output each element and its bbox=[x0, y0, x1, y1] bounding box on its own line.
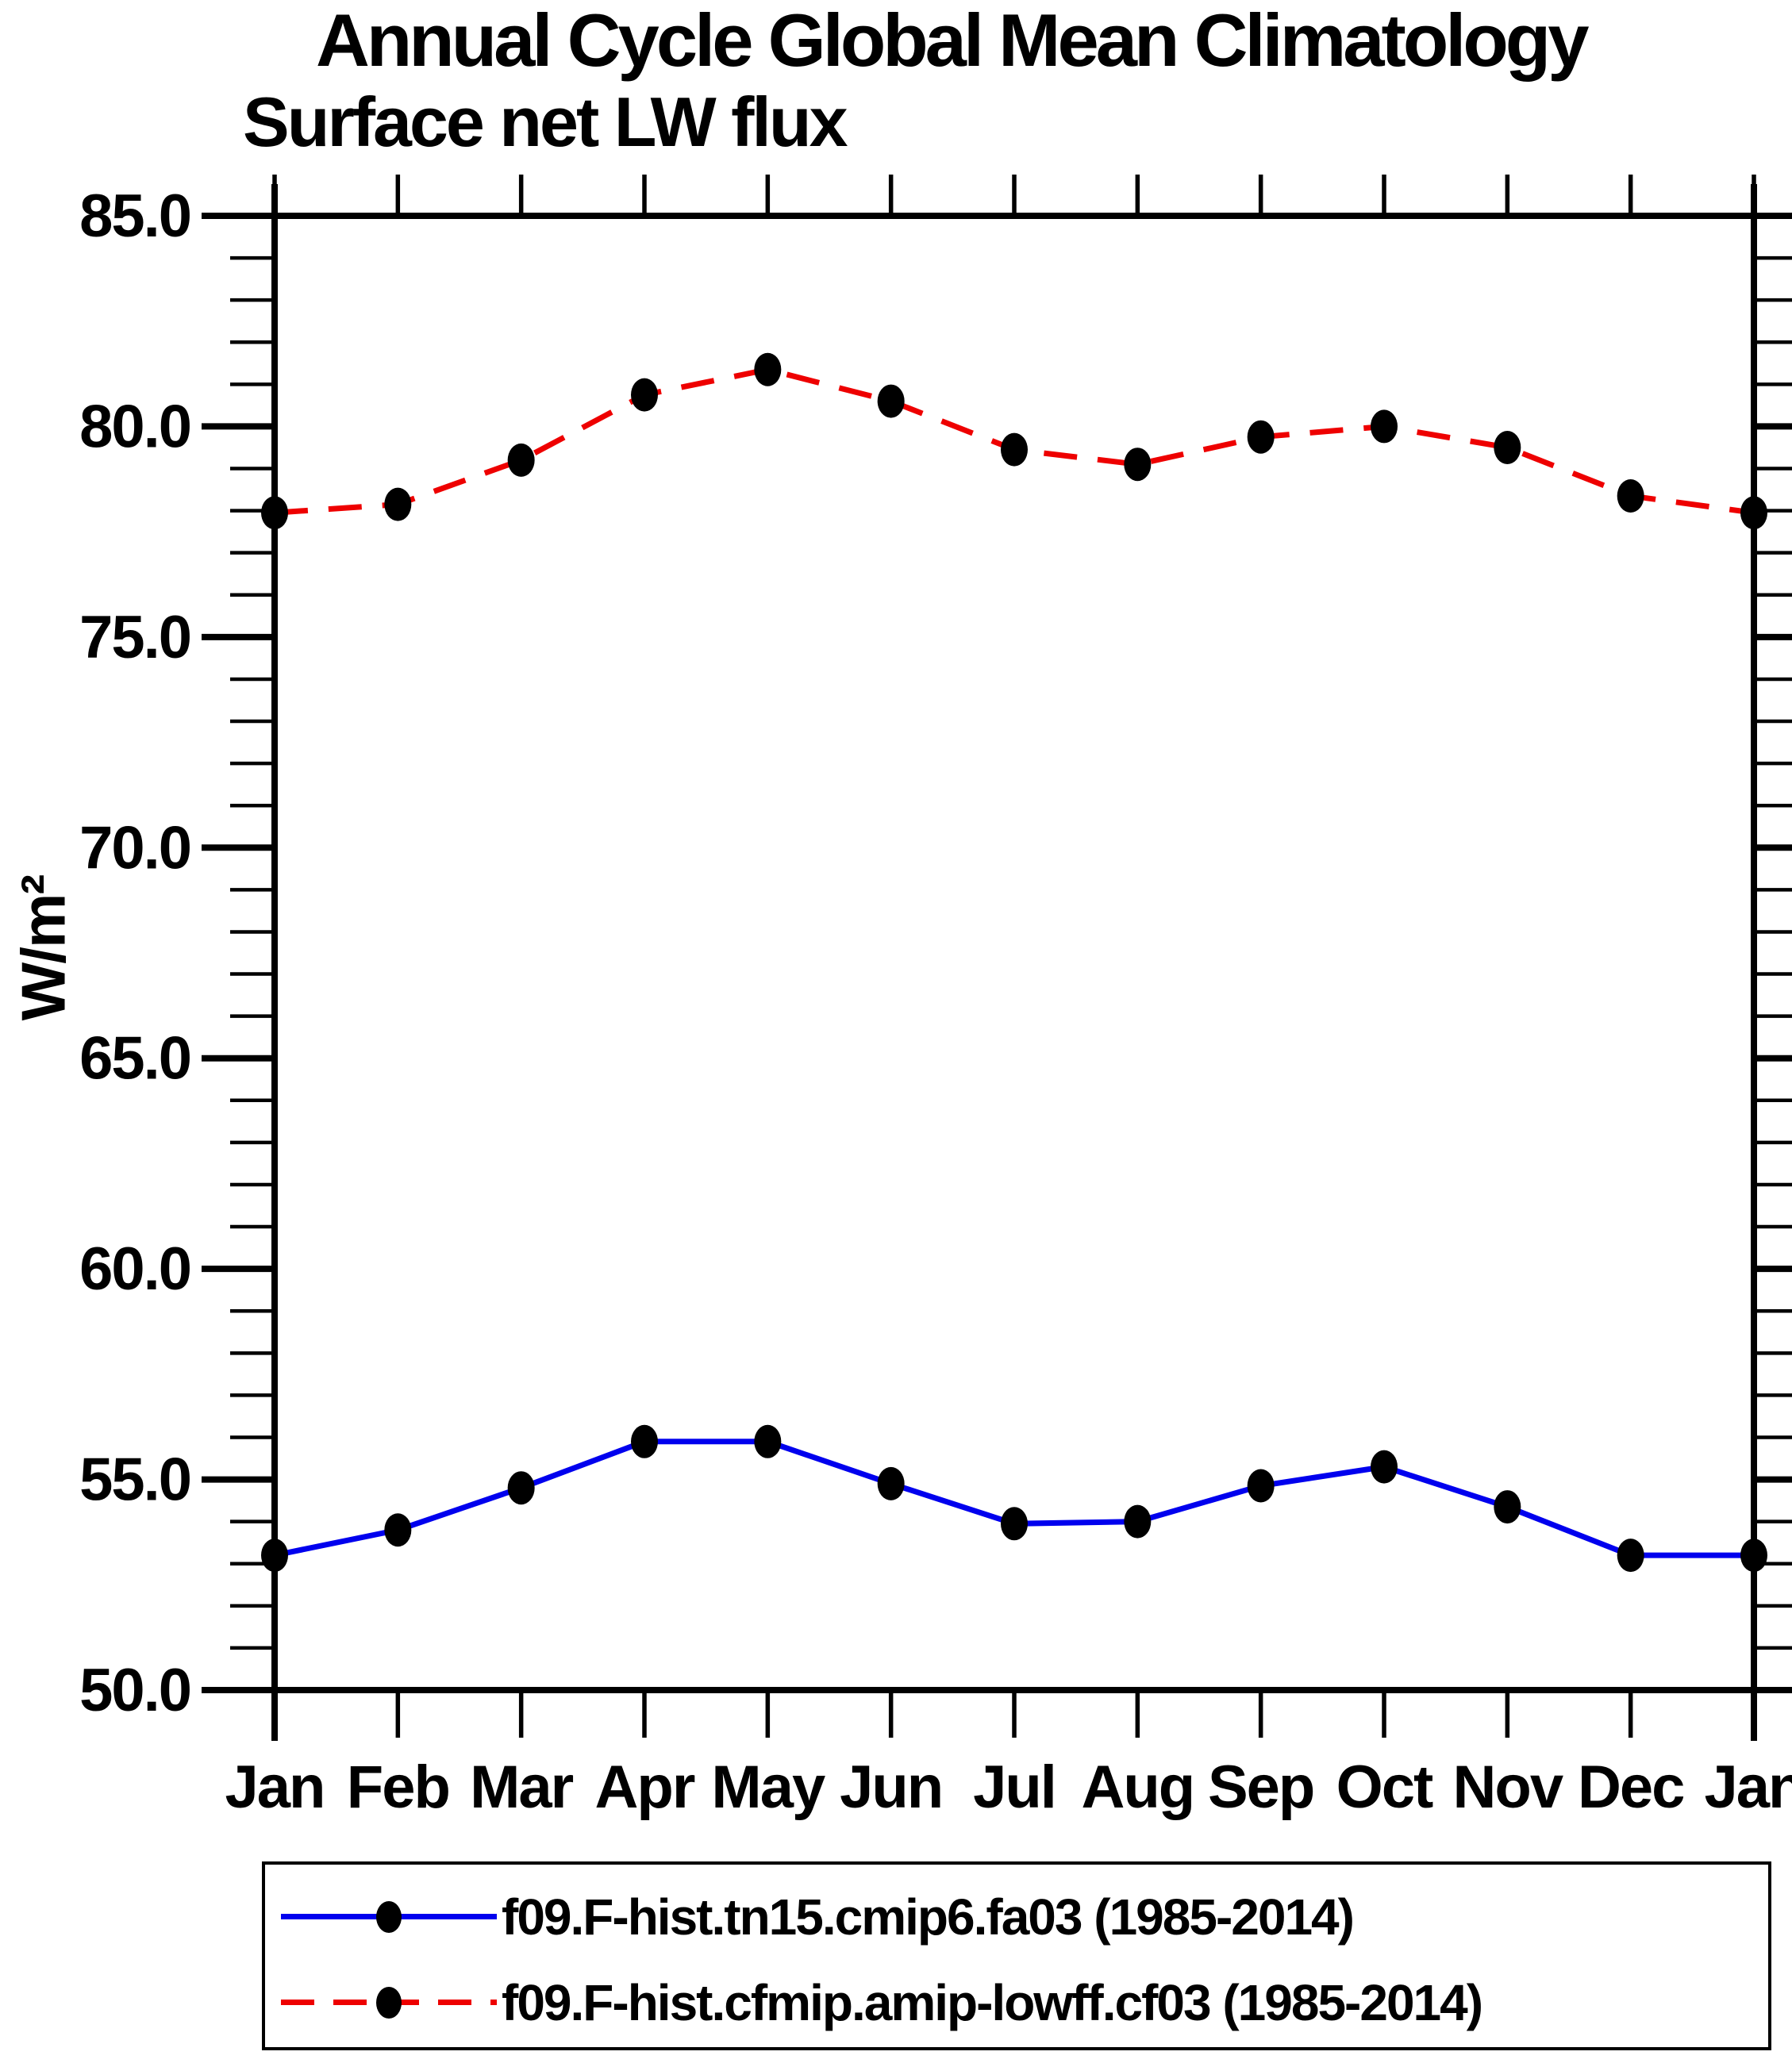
data-point-marker bbox=[384, 1513, 412, 1547]
data-point-marker bbox=[1371, 1450, 1398, 1484]
y-tick-label: 55.0 bbox=[79, 1446, 190, 1514]
y-tick-label: 75.0 bbox=[79, 604, 190, 671]
chart-title: Annual Cycle Global Mean Climatology bbox=[316, 0, 1590, 82]
x-tick-label: Mar bbox=[470, 1754, 574, 1821]
data-point-marker bbox=[507, 1471, 535, 1505]
data-point-marker bbox=[507, 443, 535, 477]
data-point-marker bbox=[1494, 430, 1521, 464]
x-tick-label: Oct bbox=[1336, 1754, 1433, 1821]
data-point-marker bbox=[261, 1539, 288, 1573]
data-point-marker bbox=[1124, 448, 1152, 482]
x-tick-label: May bbox=[711, 1754, 825, 1821]
y-tick-label: 50.0 bbox=[79, 1657, 190, 1724]
data-point-marker bbox=[1617, 479, 1644, 513]
data-point-marker bbox=[754, 1424, 782, 1458]
legend: f09.F-hist.tn15.cmip6.fa03 (1985-2014) f… bbox=[262, 1861, 1771, 2050]
y-tick-label: 60.0 bbox=[79, 1235, 190, 1303]
data-point-marker bbox=[877, 1466, 905, 1500]
legend-label-series1: f09.F-hist.tn15.cmip6.fa03 (1985-2014) bbox=[502, 1888, 1355, 1946]
x-tick-label: Apr bbox=[595, 1754, 695, 1821]
x-tick-label: Jan bbox=[225, 1754, 325, 1821]
data-point-marker bbox=[1617, 1539, 1644, 1573]
legend-marker-dot-icon bbox=[376, 1901, 402, 1933]
x-tick-label: Aug bbox=[1081, 1754, 1194, 1821]
data-point-marker bbox=[754, 352, 782, 386]
data-point-marker bbox=[631, 378, 658, 412]
data-point-marker bbox=[1247, 420, 1275, 454]
x-tick-label: Jul bbox=[973, 1754, 1056, 1821]
data-point-marker bbox=[631, 1424, 658, 1458]
x-tick-label: Nov bbox=[1453, 1754, 1563, 1821]
data-point-marker bbox=[1124, 1504, 1152, 1539]
data-point-marker bbox=[1494, 1490, 1521, 1524]
data-point-marker bbox=[1740, 496, 1767, 530]
x-tick-label: Jun bbox=[840, 1754, 942, 1821]
x-tick-label: Jan bbox=[1705, 1754, 1792, 1821]
x-tick-label: Dec bbox=[1578, 1754, 1684, 1821]
legend-marker-dot-icon bbox=[376, 1987, 402, 2019]
y-tick-label: 65.0 bbox=[79, 1025, 190, 1093]
data-point-marker bbox=[1740, 1539, 1767, 1573]
data-point-marker bbox=[1001, 432, 1028, 467]
y-tick-label: 85.0 bbox=[79, 182, 190, 250]
data-point-marker bbox=[1001, 1507, 1028, 1541]
x-tick-label: Feb bbox=[347, 1754, 449, 1821]
data-point-marker bbox=[1247, 1469, 1275, 1503]
chart-subtitle: Surface net LW flux bbox=[243, 83, 848, 161]
data-point-marker bbox=[877, 384, 905, 418]
legend-label-series2: f09.F-hist.cfmip.amip-lowff.cf03 (1985-2… bbox=[502, 1974, 1483, 2031]
y-tick-label: 70.0 bbox=[79, 814, 190, 882]
data-point-marker bbox=[261, 496, 288, 530]
data-point-marker bbox=[1371, 409, 1398, 444]
y-tick-label: 80.0 bbox=[79, 393, 190, 460]
data-point-marker bbox=[384, 487, 412, 521]
x-tick-label: Sep bbox=[1208, 1754, 1313, 1821]
